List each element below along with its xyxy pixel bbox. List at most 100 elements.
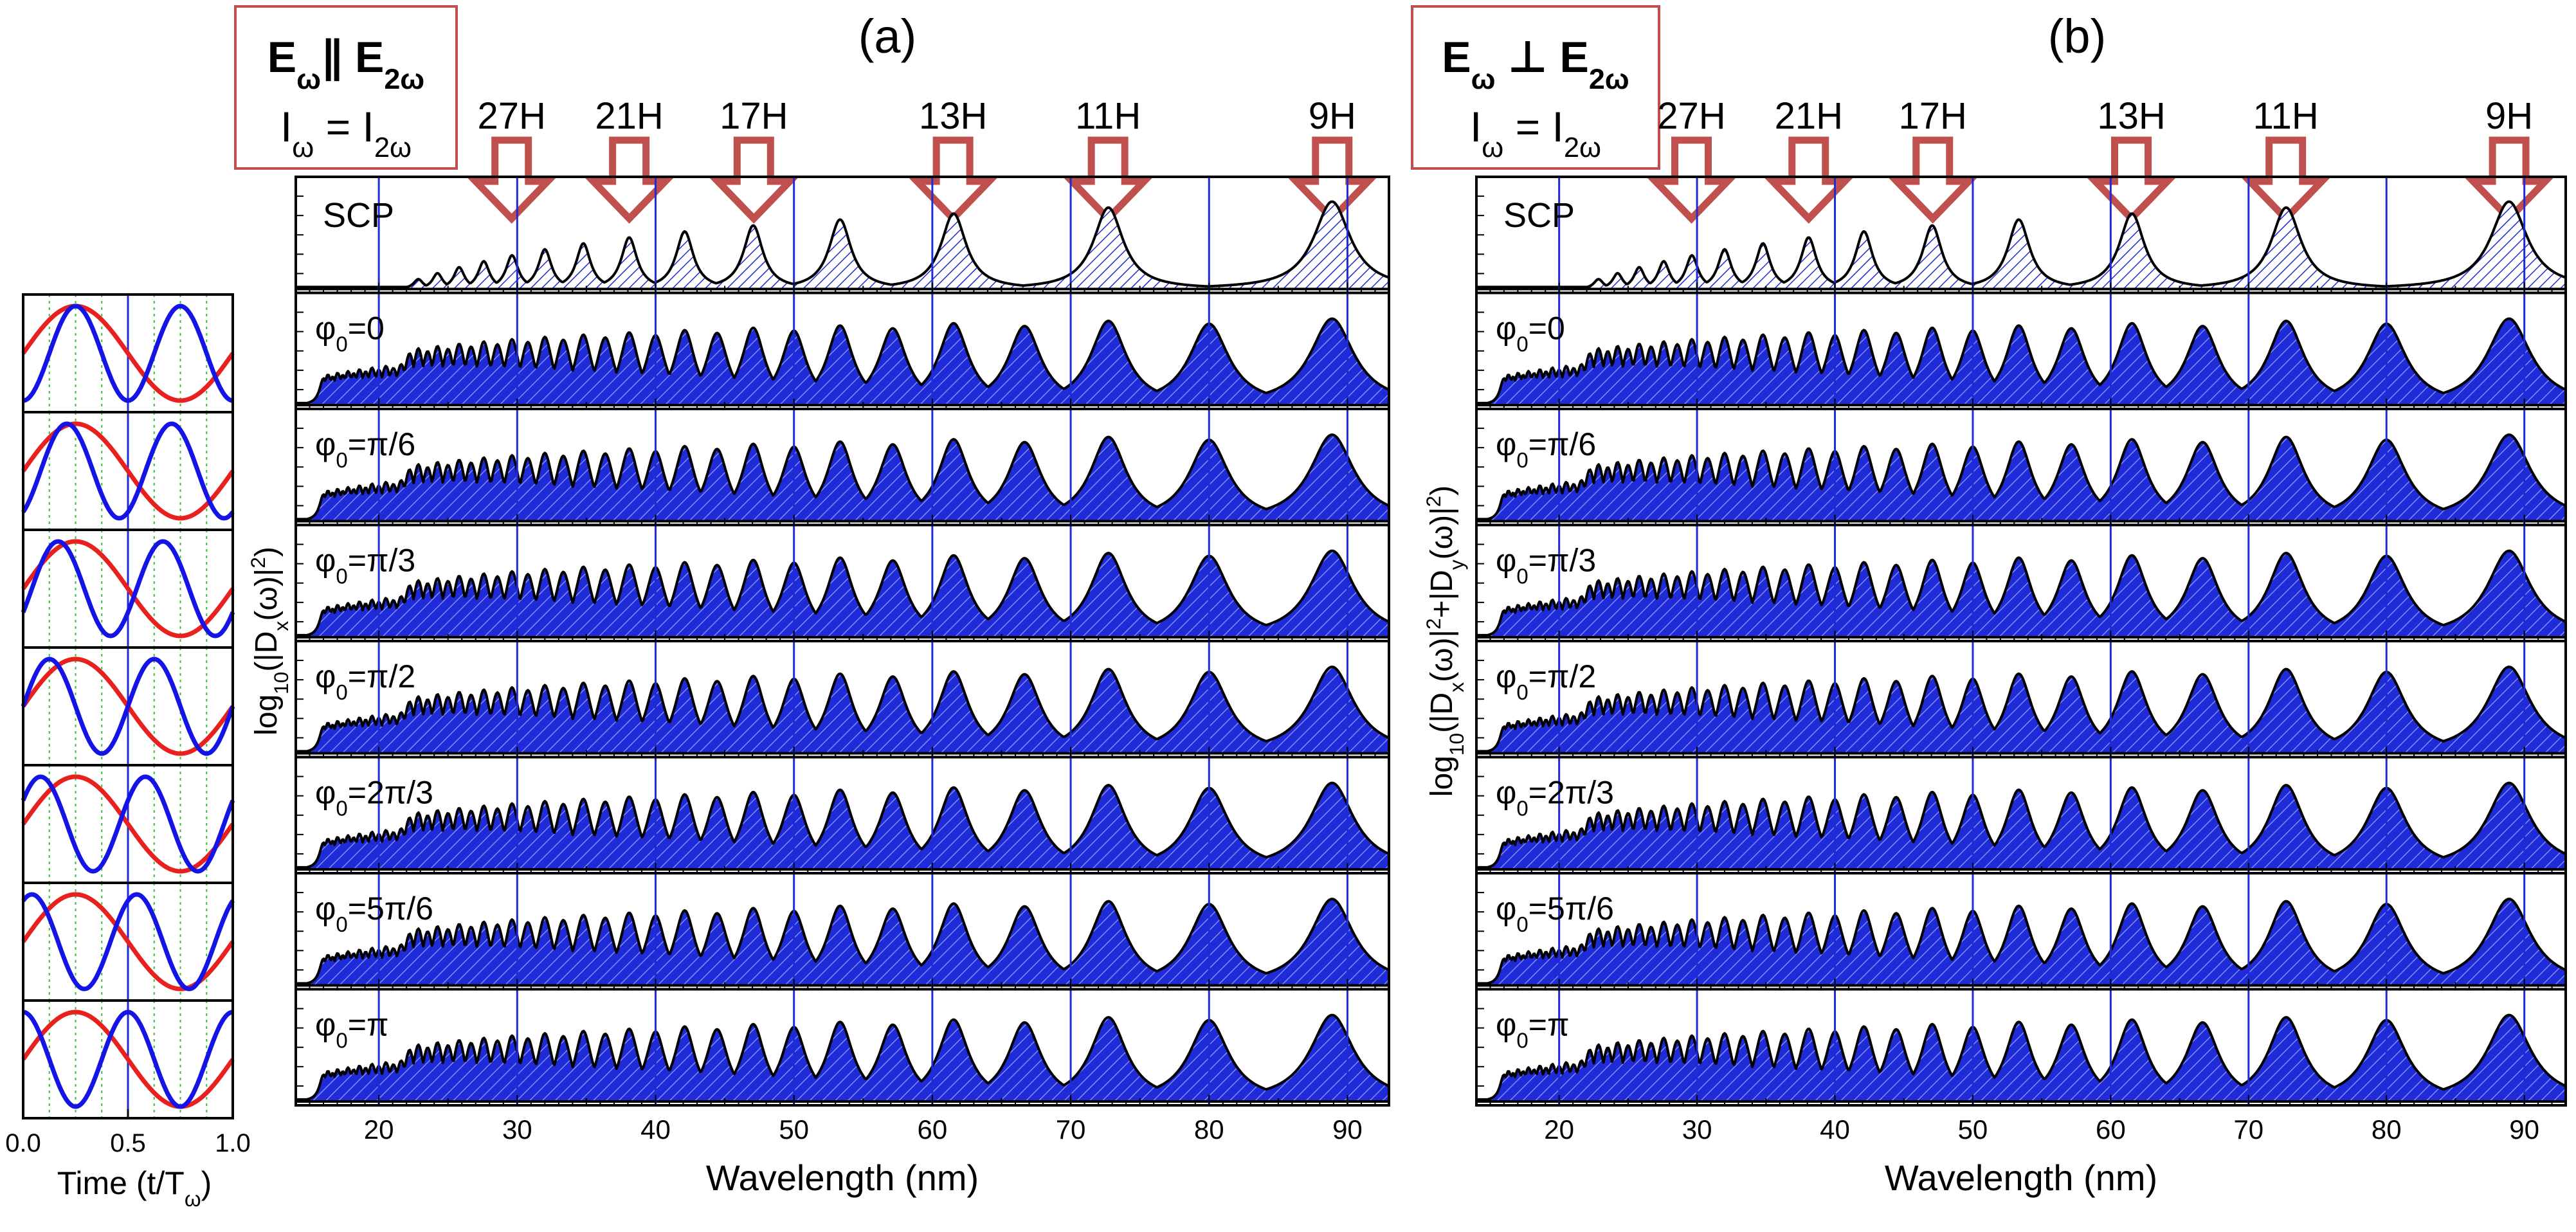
condition-line-1: Eω ⊥ E2ω [1442, 33, 1629, 95]
harmonic-label: 11H [1075, 95, 1141, 137]
y-axis-label-part: x [1445, 682, 1468, 693]
y-axis-label-part: 10 [1445, 733, 1468, 756]
row-label-part: =π/6 [348, 426, 415, 462]
row-label-part: 0 [1516, 796, 1528, 820]
spectrum-row: φ0=0 [1475, 291, 2567, 410]
harmonic-arrow [709, 136, 799, 224]
row-label: φ0=π [1496, 1007, 1569, 1053]
condition-line-1: Eω∥ E2ω [268, 33, 424, 95]
row-label-part: φ [315, 426, 336, 462]
spectrum-area [295, 1013, 1390, 1103]
harmonic-arrow [1888, 136, 1977, 224]
spectrum-area [1475, 317, 2567, 406]
condition-line-1-part: ∥ E [321, 33, 384, 82]
two-omega-wave [21, 892, 235, 992]
y-axis-label-part: +|D [1425, 570, 1459, 618]
row-label-part: φ [1496, 658, 1516, 694]
x-axis-label: Time (t/Tω) [57, 1165, 212, 1211]
x-tick-label: 70 [2233, 1114, 2263, 1145]
two-omega-wave [21, 539, 235, 639]
omega-wave [21, 774, 235, 874]
x-tick-label: 30 [502, 1114, 532, 1145]
y-axis-label-part: (ω)| [1425, 630, 1459, 682]
spectrum-row: φ0=π/6 [1475, 408, 2567, 527]
row-label-part: φ [1496, 311, 1516, 347]
row-label: φ0=π [315, 1007, 388, 1053]
row-label-part: =π [1528, 1007, 1570, 1043]
row-label-part: =π [348, 1007, 389, 1043]
condition-line-2-part: = I [1503, 103, 1564, 150]
spectrum-row: φ0=5π/6 [295, 872, 1390, 991]
harmonic-arrow [1647, 136, 1736, 224]
x-tick-label: 40 [1820, 1114, 1850, 1145]
row-label-part: φ [1496, 543, 1516, 579]
spectrum-row: φ0=π [1475, 988, 2567, 1107]
spectrum-row: SCP [1475, 176, 2567, 294]
harmonic-arrow [1764, 136, 1853, 224]
row-label-part: 0 [1516, 680, 1528, 704]
x-tick-label: 50 [1958, 1114, 1988, 1145]
two-omega-wave [21, 421, 235, 521]
spectrum-row: φ0=π/2 [1475, 640, 2567, 759]
row-label-part: =5π/6 [348, 891, 433, 927]
waveform-row [21, 882, 235, 1002]
row-label-part: 0 [336, 332, 347, 356]
harmonic-arrow [1287, 136, 1377, 224]
condition-box [1411, 5, 1660, 170]
spectrum-area [295, 898, 1390, 987]
x-tick-label: 0.5 [110, 1129, 146, 1157]
x-tick-label: 20 [1544, 1114, 1574, 1145]
spectrum-area [1475, 898, 2567, 987]
harmonic-label: 13H [2097, 95, 2165, 137]
x-tick-label: 30 [1682, 1114, 1712, 1145]
row-label: φ0=π/6 [315, 426, 415, 472]
spectrum-row: φ0=0 [295, 291, 1390, 410]
y-axis-label-part: ) [1425, 485, 1459, 496]
harmonic-arrow [909, 136, 998, 224]
spectrum-area [295, 666, 1390, 755]
row-label: φ0=5π/6 [1496, 891, 1614, 936]
y-axis-label-part: (ω)| [249, 568, 284, 621]
harmonic-arrow [585, 136, 674, 224]
y-axis-label-part: log [1425, 756, 1459, 797]
row-label-part: φ [315, 311, 336, 347]
row-label-part: 0 [336, 796, 347, 820]
spectrum-area [295, 200, 1390, 291]
spectrum-area [295, 781, 1390, 871]
condition-line-2-part: = I [314, 103, 374, 150]
x-tick-label: 60 [918, 1114, 948, 1145]
spectrum-area [295, 317, 1390, 406]
row-label-part: 0 [1516, 448, 1528, 472]
row-label: φ0=π/6 [1496, 426, 1596, 472]
spectrum-area [1475, 433, 2567, 523]
x-tick-label: 60 [2096, 1114, 2126, 1145]
spectrum-row: φ0=2π/3 [1475, 756, 2567, 874]
row-label-part: φ [315, 891, 336, 927]
harmonic-arrow [2087, 136, 2176, 224]
row-label: φ0=2π/3 [1496, 775, 1614, 820]
row-label: φ0=2π/3 [315, 775, 433, 820]
y-axis-label-part: 2 [1422, 496, 1445, 507]
row-label-part: =0 [348, 311, 385, 347]
spectrum-area [295, 549, 1390, 639]
harmonic-label: 27H [1657, 95, 1725, 137]
harmonic-arrow [2241, 136, 2330, 224]
panel-label: (b) [2048, 10, 2106, 63]
row-label-part: =π/6 [1528, 426, 1596, 462]
condition-line-2-part: 2ω [1564, 132, 1601, 163]
row-label: φ0=π/2 [1496, 658, 1596, 704]
spectrum-area [1475, 549, 2567, 639]
y-axis-label-part: 2 [246, 557, 269, 568]
condition-line-1-part: ⊥ E [1496, 33, 1589, 82]
row-label-part: 0 [1516, 564, 1528, 588]
spectrum-row: SCP [295, 176, 1390, 294]
harmonic-arrow [467, 136, 556, 224]
row-label-part: =π/3 [348, 543, 415, 579]
harmonic-label: 13H [919, 95, 987, 137]
row-label-part: =π/2 [348, 658, 415, 694]
y-axis-label-part: 10 [269, 672, 293, 694]
row-label-part: φ [315, 1007, 336, 1043]
row-frame [1475, 988, 2567, 1107]
